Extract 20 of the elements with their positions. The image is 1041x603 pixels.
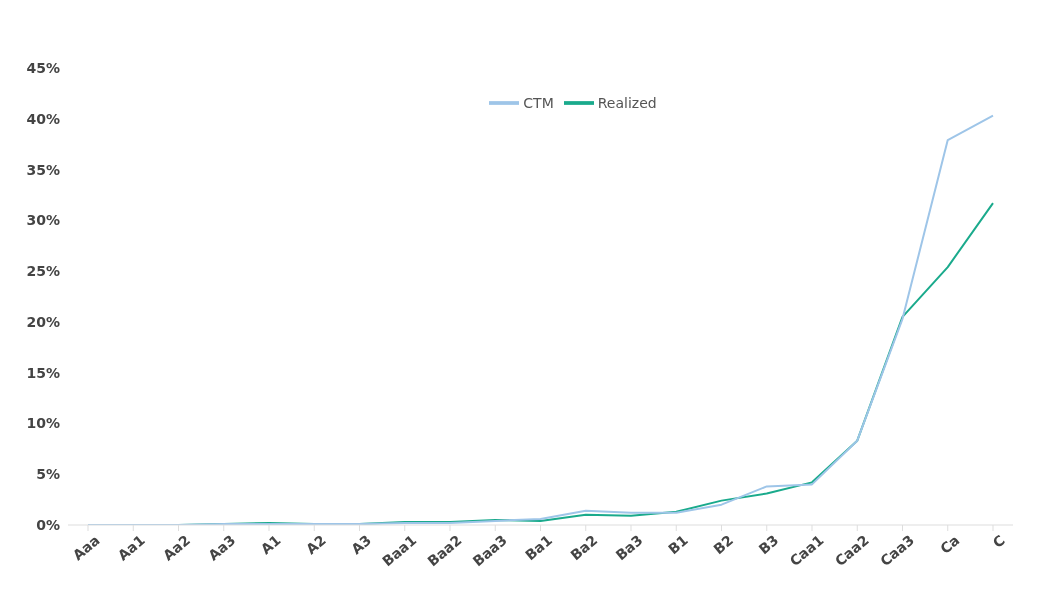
x-tick-label: A2 [302, 531, 329, 558]
y-tick-label: 10% [26, 415, 60, 432]
y-tick-label: 15% [26, 364, 60, 381]
y-tick-label: 5% [36, 466, 60, 483]
y-tick-label: 0% [36, 516, 60, 533]
x-tick-label: Ca [937, 531, 963, 557]
y-tick-label: 20% [26, 313, 60, 330]
y-tick-label: 35% [26, 161, 60, 178]
y-tick-label: 40% [26, 110, 60, 127]
y-tick-label: 30% [26, 212, 60, 229]
y-tick-label: 25% [26, 263, 60, 280]
x-tick-label: C [989, 531, 1008, 551]
x-tick-label: B1 [665, 531, 691, 558]
x-tick-label: A1 [257, 531, 284, 558]
x-tick-label: B2 [710, 531, 737, 558]
legend-label: CTM [523, 94, 554, 111]
x-tick-label: A3 [348, 531, 375, 558]
legend-label: Realized [597, 94, 657, 111]
x-tick-label: B3 [755, 531, 782, 558]
y-tick-label: 45% [26, 59, 60, 76]
